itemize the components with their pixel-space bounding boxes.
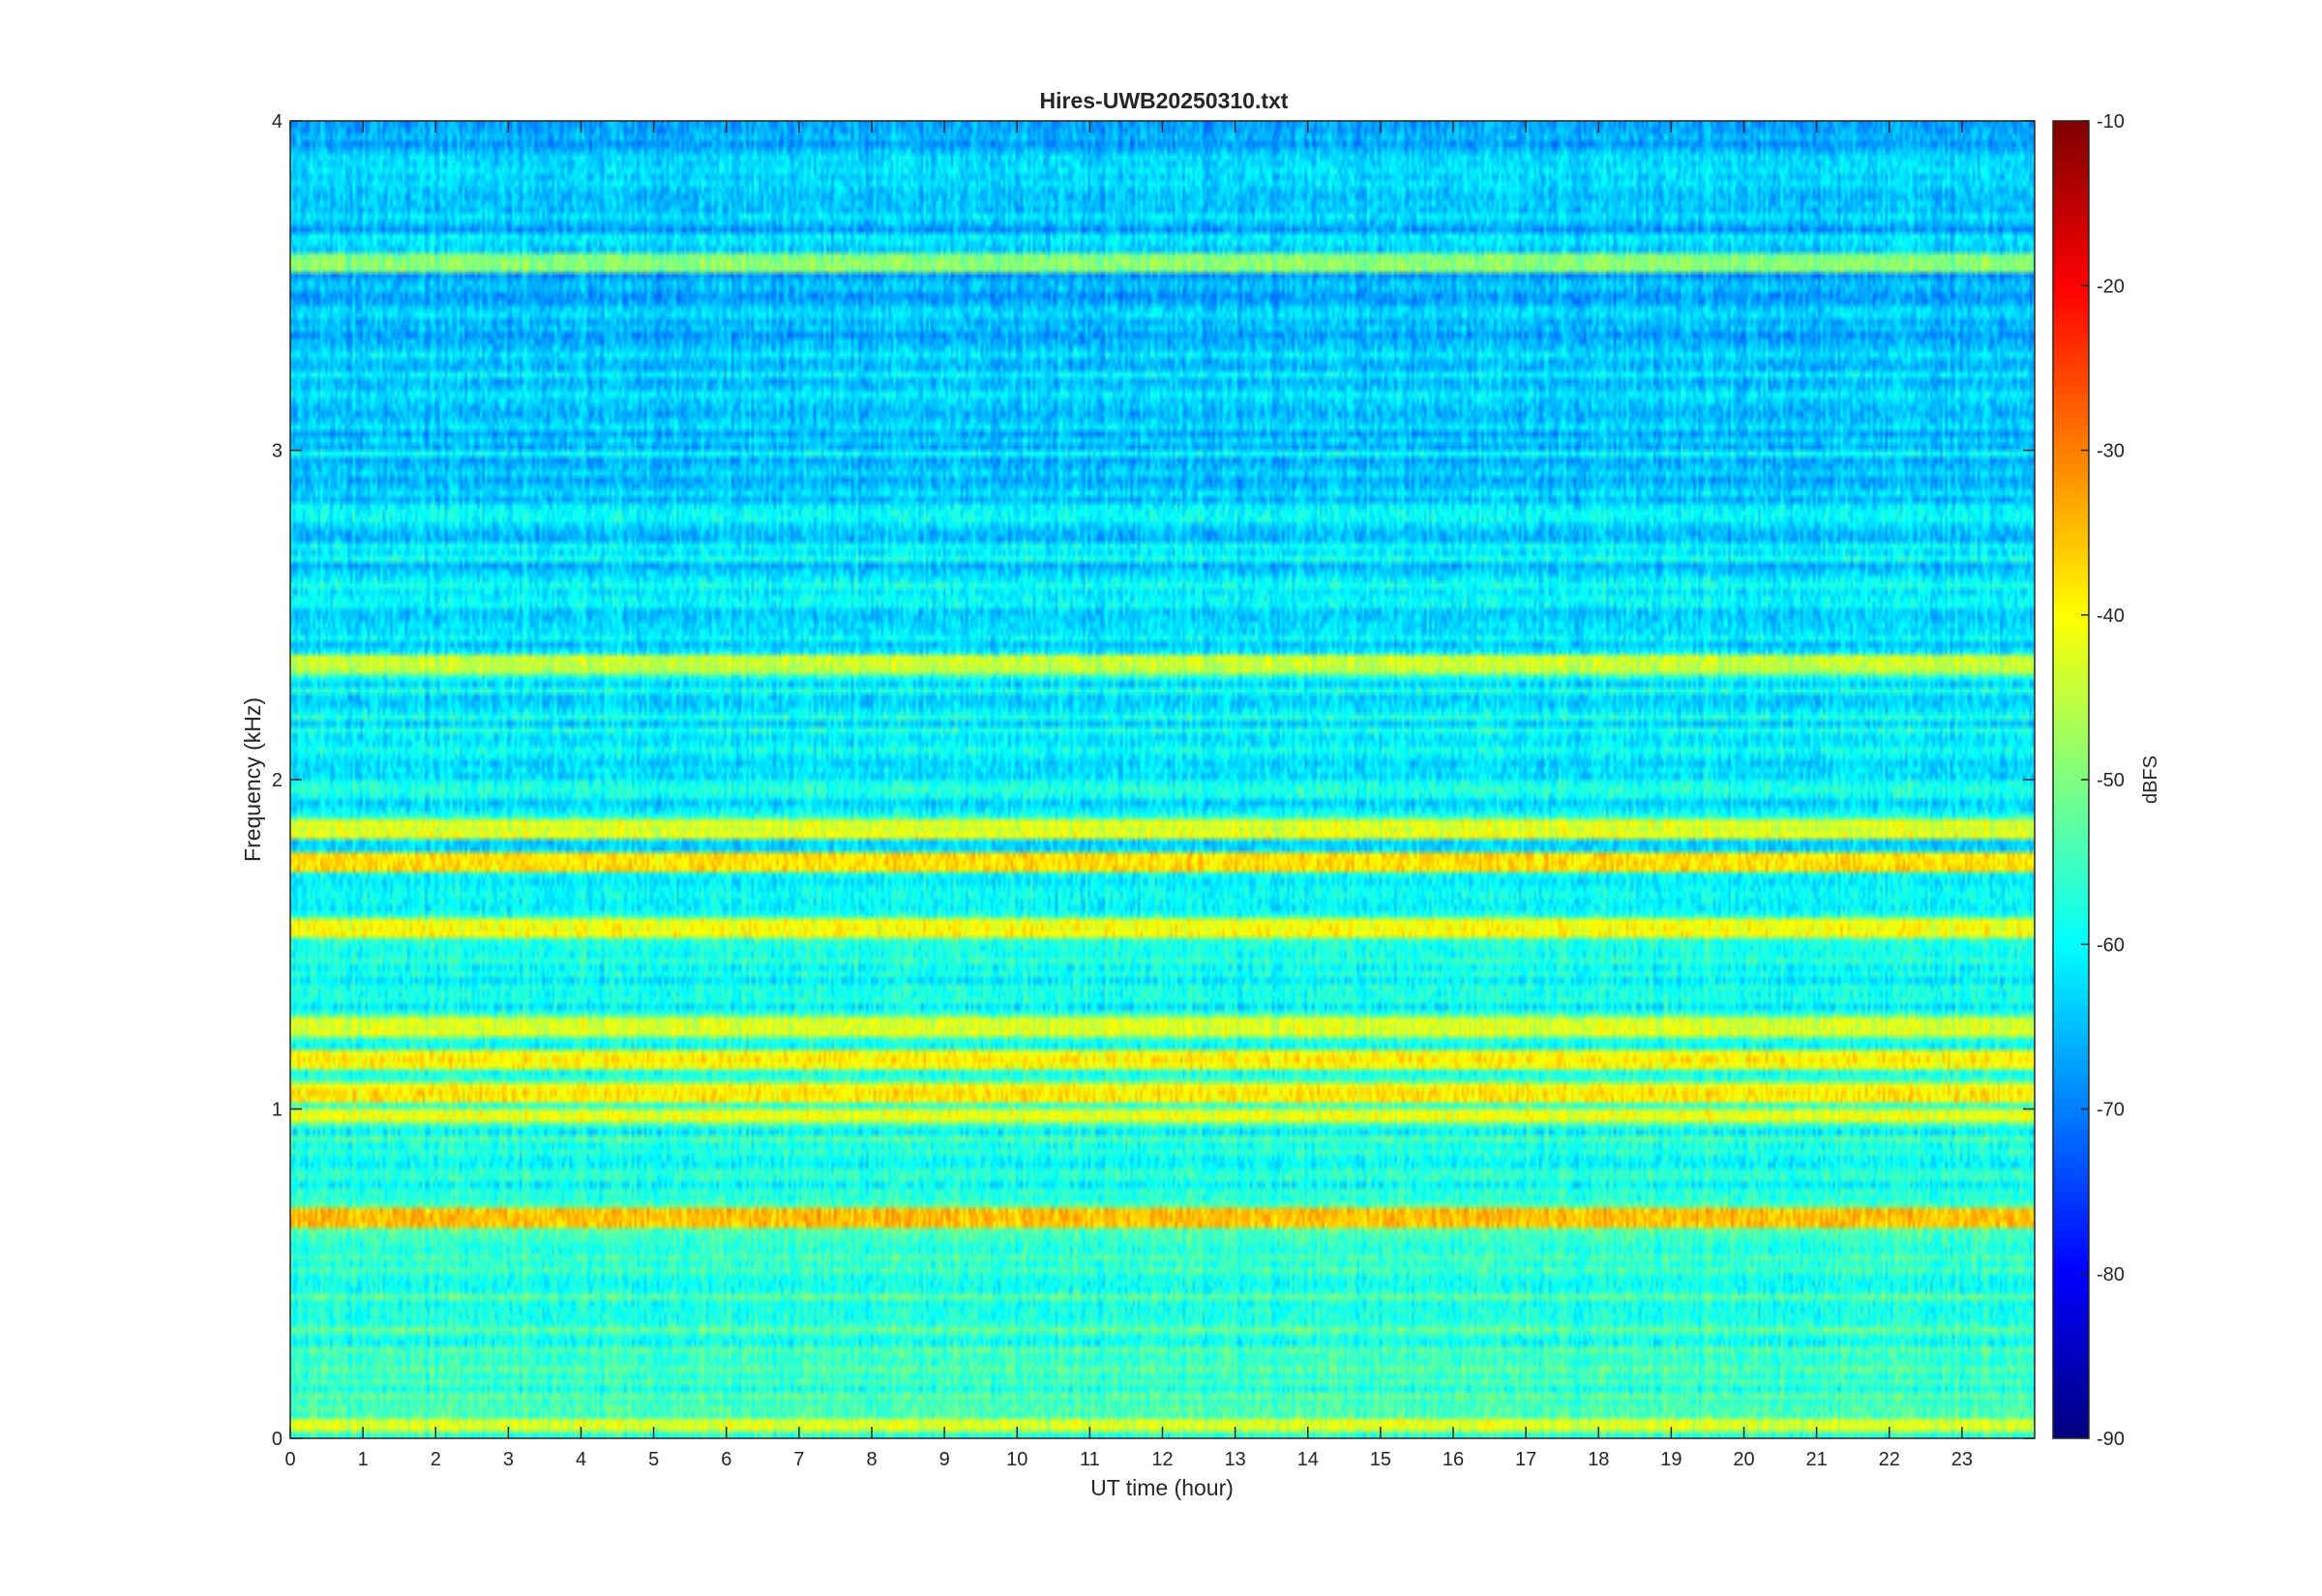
y-tick-label: 1 <box>272 1100 283 1121</box>
colorbar-tick-label: -50 <box>2097 770 2125 791</box>
y-tick-label: 3 <box>272 441 283 462</box>
x-axis-label: UT time (hour) <box>1090 1475 1234 1500</box>
x-tick-label: 23 <box>1951 1449 1973 1470</box>
x-tick-label: 16 <box>1443 1449 1464 1470</box>
colorbar-tick-label: -30 <box>2097 441 2125 462</box>
colorbar-tick-label: -80 <box>2097 1264 2125 1286</box>
x-tick-label: 22 <box>1879 1449 1900 1470</box>
colorbar-tick-label: -10 <box>2097 111 2125 133</box>
x-tick-label: 4 <box>576 1449 586 1470</box>
spectrogram-heatmap <box>290 121 2035 1438</box>
x-tick-label: 7 <box>793 1449 804 1470</box>
x-tick-label: 6 <box>721 1449 731 1470</box>
colorbar-tick-label: -90 <box>2097 1429 2125 1450</box>
x-tick-label: 21 <box>1806 1449 1828 1470</box>
y-axis-ticks: 0 1 2 3 4 <box>272 111 2035 1450</box>
x-tick-label: 15 <box>1370 1449 1391 1470</box>
chart-title: Hires-UWB20250310.txt <box>1040 88 1289 113</box>
x-tick-label: 2 <box>431 1449 441 1470</box>
y-tick-label: 4 <box>272 111 283 133</box>
y-tick-label: 0 <box>272 1429 283 1450</box>
x-tick-label: 9 <box>939 1449 950 1470</box>
x-tick-label: 18 <box>1588 1449 1609 1470</box>
colorbar-tick-label: -40 <box>2097 606 2125 627</box>
colorbar-tick-label: -60 <box>2097 934 2125 956</box>
x-tick-label: 11 <box>1080 1449 1100 1470</box>
colorbar-tick-label: -70 <box>2097 1100 2125 1121</box>
x-tick-label: 12 <box>1151 1449 1173 1470</box>
colorbar-tick-label: -20 <box>2097 276 2125 297</box>
colorbar-ticks: -10 -20 -30 -40 -50 -60 -70 -80 -90 <box>2081 111 2125 1450</box>
x-tick-label: 19 <box>1660 1449 1682 1470</box>
colorbar-label: dBFS <box>2140 755 2161 804</box>
x-tick-label: 14 <box>1297 1449 1319 1470</box>
x-tick-label: 5 <box>648 1449 659 1470</box>
x-tick-label: 8 <box>866 1449 877 1470</box>
x-tick-label: 0 <box>284 1449 295 1470</box>
x-tick-label: 3 <box>503 1449 514 1470</box>
x-tick-label: 17 <box>1515 1449 1536 1470</box>
x-tick-label: 1 <box>358 1449 369 1470</box>
x-axis-ticks: 0 1 2 3 4 5 6 7 8 9 10 11 12 13 14 15 16 17 18 19 20 21 22 23 <box>284 121 1973 1470</box>
x-tick-label: 20 <box>1733 1449 1754 1470</box>
x-tick-label: 13 <box>1225 1449 1246 1470</box>
y-tick-label: 2 <box>272 770 283 791</box>
x-tick-label: 10 <box>1006 1449 1027 1470</box>
y-axis-label: Frequency (kHz) <box>240 697 265 862</box>
